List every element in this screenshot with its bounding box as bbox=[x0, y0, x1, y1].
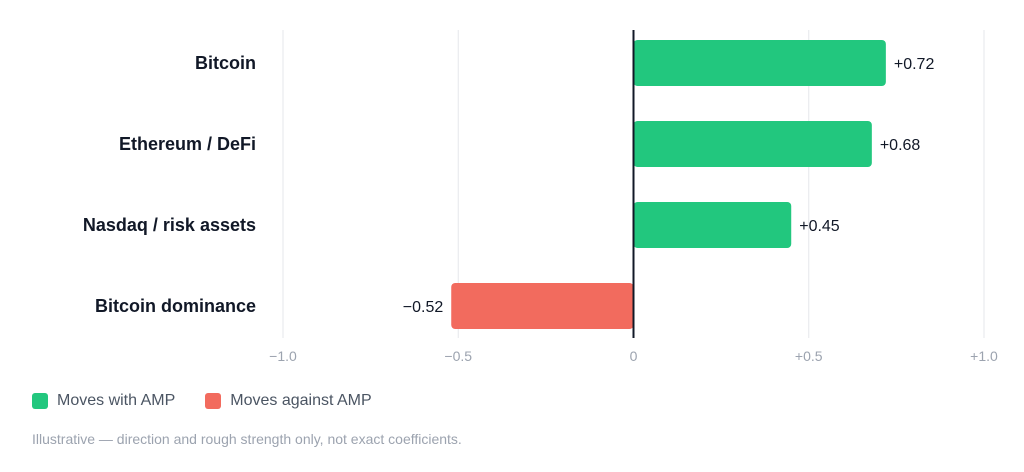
value-label: −0.52 bbox=[403, 299, 444, 316]
category-label: Bitcoin bbox=[195, 53, 256, 73]
category-label: Ethereum / DeFi bbox=[119, 134, 256, 154]
legend-label-against: Moves against AMP bbox=[230, 392, 372, 409]
legend-label-with: Moves with AMP bbox=[57, 392, 176, 409]
bars bbox=[451, 40, 886, 329]
bar bbox=[633, 121, 872, 167]
legend-swatch-against bbox=[205, 393, 222, 409]
legend-swatch-with bbox=[32, 393, 48, 409]
x-tick-label: +1.0 bbox=[970, 348, 998, 364]
correlation-bar-chart: Bitcoin Ethereum / DeFi Nasdaq / risk asse… bbox=[83, 30, 998, 364]
bar bbox=[633, 40, 886, 86]
x-tick-label: −1.0 bbox=[269, 348, 297, 364]
x-axis-ticks: −1.0 −0.5 0 +0.5 +1.0 bbox=[269, 348, 998, 364]
category-label: Nasdaq / risk assets bbox=[83, 215, 256, 235]
bar bbox=[633, 202, 792, 248]
legend: Moves with AMP Moves against AMP bbox=[32, 392, 372, 410]
value-label: +0.45 bbox=[799, 218, 840, 235]
category-labels: Bitcoin Ethereum / DeFi Nasdaq / risk asse… bbox=[83, 53, 256, 316]
value-labels: +0.72 +0.68 +0.45 −0.52 bbox=[403, 56, 935, 316]
x-tick-label: +0.5 bbox=[795, 348, 823, 364]
value-label: +0.72 bbox=[894, 56, 935, 73]
x-tick-label: 0 bbox=[630, 348, 638, 364]
category-label: Bitcoin dominance bbox=[95, 296, 256, 316]
x-tick-label: −0.5 bbox=[444, 348, 472, 364]
footnote: Illustrative — direction and rough stren… bbox=[32, 431, 462, 447]
bar bbox=[451, 283, 634, 329]
legend-item-against: Moves against AMP bbox=[205, 392, 372, 410]
legend-item-with: Moves with AMP bbox=[32, 392, 175, 410]
value-label: +0.68 bbox=[880, 137, 921, 154]
